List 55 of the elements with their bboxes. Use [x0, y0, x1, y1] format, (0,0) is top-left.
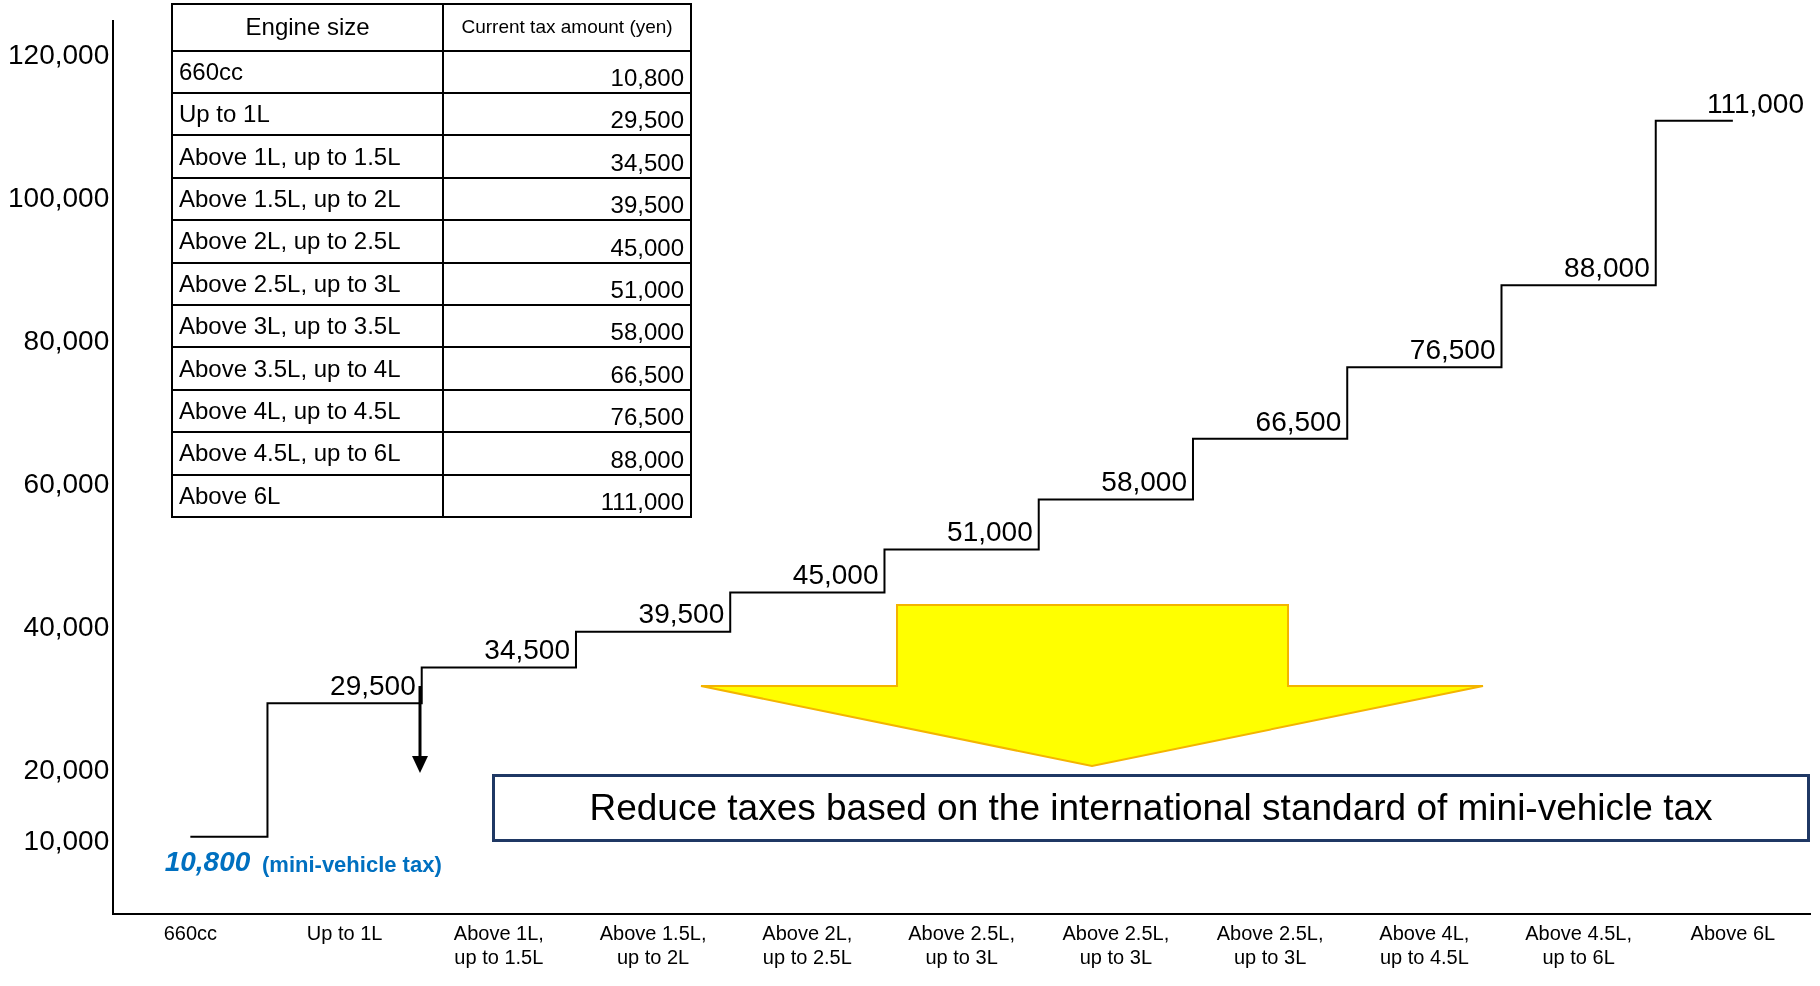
x-tick-label: Above 1.5L, up to 2L — [599, 921, 707, 968]
data-label: 10,800 — [164, 845, 251, 877]
text: 10,800 — [610, 64, 684, 92]
text: 58,000 — [610, 318, 684, 346]
annotation: Above 3L, up to 3.5L — [172, 304, 444, 348]
y-tick-label: 60,000 — [23, 467, 110, 499]
annotation: Engine size — [172, 4, 444, 51]
x-tick-label: Above 4L, up to 4.5L — [1379, 921, 1470, 968]
data-label: 34,500 — [484, 634, 570, 666]
annotation: Above 1.5L, up to 2L — [172, 177, 444, 221]
y-tick-label: 80,000 — [23, 325, 110, 357]
text: 29,500 — [610, 106, 684, 134]
annotation: Above 2.5L, up to 3L — [172, 262, 444, 305]
text: 76,500 — [610, 403, 684, 431]
text: 111,000 — [600, 488, 684, 515]
x-tick-label: Above 6L — [1690, 921, 1776, 944]
annotation: 660cc — [172, 50, 444, 94]
annotation: Current tax amount (yen) — [443, 4, 691, 51]
y-tick-label: 20,000 — [23, 753, 110, 785]
annotation: Above 3.5L, up to 4L — [172, 347, 444, 390]
data-label: 88,000 — [1564, 251, 1650, 283]
text: 88,000 — [610, 445, 684, 473]
data-label: 76,500 — [1409, 334, 1496, 366]
x-tick-label: Above 2.5L, up to 3L — [908, 921, 1015, 968]
data-label: 111,000 — [1706, 87, 1804, 119]
y-tick-label: 120,000 — [7, 39, 110, 71]
text: 66,500 — [610, 360, 684, 388]
x-tick-label: Up to 1L — [306, 921, 383, 944]
data-label: 58,000 — [1101, 466, 1187, 498]
x-tick-label: Above 1L, up to 1.5L — [453, 921, 544, 968]
annotation: Above 2L, up to 2.5L — [172, 220, 444, 263]
x-tick-label: Above 2.5L, up to 3L — [1216, 921, 1324, 968]
text: 34,500 — [610, 148, 684, 176]
data-label: 39,500 — [638, 598, 725, 630]
annotation: Above 4L, up to 4.5L — [172, 389, 444, 433]
data-label: 51,000 — [947, 516, 1033, 548]
annotation: Above 6L — [172, 474, 444, 517]
text: 51,000 — [610, 275, 684, 303]
text: 39,500 — [610, 191, 684, 219]
x-tick-label: 660cc — [163, 921, 218, 944]
x-tick-label: Above 2L, up to 2.5L — [762, 921, 853, 968]
annotation: (mini-vehicle tax) — [262, 852, 442, 878]
data-label: 66,500 — [1255, 405, 1342, 437]
x-tick-label: Above 2.5L, up to 3L — [1062, 921, 1170, 968]
y-tick-label: 100,000 — [7, 182, 110, 214]
y-tick-label: 40,000 — [23, 610, 110, 642]
data-label: 29,500 — [330, 669, 416, 701]
data-label: 45,000 — [792, 559, 879, 591]
callout-box: Reduce taxes based on the international standard of mini-vehicle tax — [492, 774, 1810, 842]
y-tick-label: 10,000 — [23, 825, 110, 857]
text: 45,000 — [610, 233, 684, 261]
annotation: Above 4.5L, up to 6L — [172, 432, 444, 475]
x-tick-label: Above 4.5L, up to 6L — [1525, 921, 1632, 968]
annotation: Up to 1L — [172, 93, 444, 136]
annotation: Above 1L, up to 1.5L — [172, 135, 444, 178]
